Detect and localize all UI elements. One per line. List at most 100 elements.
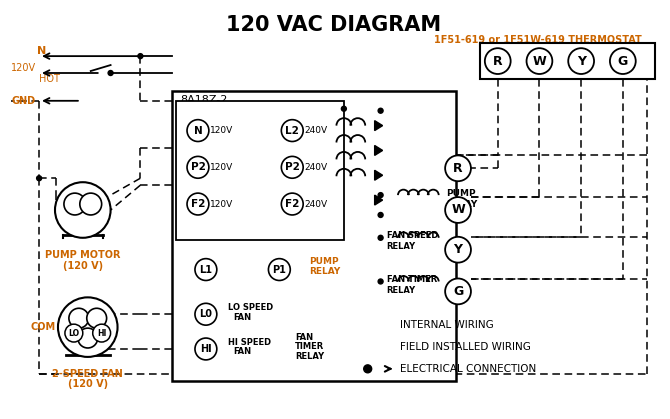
Polygon shape — [375, 170, 383, 180]
Text: R: R — [453, 162, 463, 175]
Circle shape — [281, 120, 304, 142]
Text: P2: P2 — [190, 162, 206, 172]
Text: P2: P2 — [285, 162, 299, 172]
Circle shape — [527, 48, 552, 74]
Text: INTERNAL WIRING: INTERNAL WIRING — [401, 320, 494, 330]
Circle shape — [378, 235, 383, 240]
Circle shape — [568, 48, 594, 74]
Circle shape — [187, 193, 209, 215]
Polygon shape — [375, 195, 383, 205]
Text: L2: L2 — [285, 126, 299, 136]
Circle shape — [378, 279, 383, 284]
Text: Y: Y — [454, 243, 462, 256]
Text: R: R — [493, 54, 502, 67]
Circle shape — [281, 193, 304, 215]
Circle shape — [58, 297, 117, 357]
Circle shape — [445, 155, 471, 181]
Circle shape — [378, 108, 383, 113]
Text: RELAY: RELAY — [387, 286, 415, 295]
Text: RELAY: RELAY — [309, 267, 340, 276]
Text: G: G — [453, 285, 463, 298]
Polygon shape — [375, 145, 383, 155]
Text: Y: Y — [577, 54, 586, 67]
Bar — [480, 43, 655, 79]
Bar — [176, 101, 344, 240]
Circle shape — [65, 324, 83, 342]
Text: N: N — [37, 46, 46, 56]
Text: 8A18Z-2: 8A18Z-2 — [180, 95, 227, 105]
Circle shape — [195, 259, 217, 280]
Circle shape — [187, 120, 209, 142]
Text: LO: LO — [68, 328, 80, 338]
Circle shape — [37, 176, 42, 181]
Text: L0: L0 — [200, 309, 212, 319]
Text: PUMP MOTOR: PUMP MOTOR — [45, 250, 121, 260]
Circle shape — [269, 259, 290, 280]
Text: 120V: 120V — [210, 163, 233, 172]
Circle shape — [69, 308, 88, 328]
Text: 240V: 240V — [304, 163, 327, 172]
Circle shape — [138, 54, 143, 59]
Circle shape — [610, 48, 636, 74]
Text: 240V: 240V — [304, 199, 327, 209]
Text: 240V: 240V — [304, 126, 327, 135]
Text: 120 VAC DIAGRAM: 120 VAC DIAGRAM — [226, 16, 442, 36]
Circle shape — [485, 48, 511, 74]
Circle shape — [342, 106, 346, 111]
Text: W: W — [533, 54, 546, 67]
Text: G: G — [618, 54, 628, 67]
Text: RELAY: RELAY — [446, 199, 478, 209]
Text: (120 V): (120 V) — [63, 261, 103, 271]
Text: HI SPEED: HI SPEED — [228, 338, 271, 347]
Text: FAN SPEED: FAN SPEED — [387, 231, 438, 241]
Text: 120V: 120V — [11, 63, 36, 73]
Text: FAN: FAN — [234, 347, 252, 357]
Text: HOT: HOT — [39, 74, 60, 84]
Text: L1: L1 — [200, 264, 212, 274]
Text: W: W — [451, 204, 465, 217]
Text: GND: GND — [11, 96, 36, 106]
Text: LO SPEED: LO SPEED — [228, 303, 273, 312]
Text: TIMER: TIMER — [295, 342, 324, 352]
Text: 120V: 120V — [210, 199, 233, 209]
Text: 2-SPEED FAN: 2-SPEED FAN — [52, 369, 123, 379]
Text: F2: F2 — [191, 199, 205, 209]
Circle shape — [92, 324, 111, 342]
Text: RELAY: RELAY — [387, 242, 415, 251]
Text: F2: F2 — [285, 199, 299, 209]
Text: FAN: FAN — [234, 313, 252, 322]
Circle shape — [64, 193, 86, 215]
Circle shape — [80, 193, 102, 215]
Circle shape — [378, 193, 383, 198]
Text: P1: P1 — [273, 264, 286, 274]
Circle shape — [195, 303, 217, 325]
Circle shape — [364, 365, 372, 373]
Text: PUMP: PUMP — [446, 189, 476, 198]
Text: 1F51-619 or 1F51W-619 THERMOSTAT: 1F51-619 or 1F51W-619 THERMOSTAT — [433, 35, 641, 45]
Circle shape — [445, 197, 471, 223]
Text: FAN TIMER: FAN TIMER — [387, 275, 437, 284]
Circle shape — [187, 156, 209, 178]
Polygon shape — [375, 121, 383, 131]
Text: (120 V): (120 V) — [68, 379, 108, 389]
Circle shape — [281, 156, 304, 178]
Bar — [172, 91, 456, 381]
Text: HI: HI — [97, 328, 107, 338]
Circle shape — [108, 70, 113, 75]
Circle shape — [55, 182, 111, 238]
Text: HI: HI — [200, 344, 212, 354]
Circle shape — [86, 308, 107, 328]
Text: 120V: 120V — [210, 126, 233, 135]
Text: COM: COM — [31, 322, 56, 332]
Circle shape — [445, 279, 471, 304]
Circle shape — [195, 338, 217, 360]
Circle shape — [378, 212, 383, 217]
Circle shape — [445, 237, 471, 263]
Text: RELAY: RELAY — [295, 352, 324, 362]
Text: FAN: FAN — [295, 333, 314, 341]
Text: PUMP: PUMP — [309, 257, 339, 266]
Circle shape — [78, 328, 98, 348]
Text: FIELD INSTALLED WIRING: FIELD INSTALLED WIRING — [401, 342, 531, 352]
Text: N: N — [194, 126, 202, 136]
Text: ELECTRICAL CONNECTION: ELECTRICAL CONNECTION — [401, 364, 537, 374]
